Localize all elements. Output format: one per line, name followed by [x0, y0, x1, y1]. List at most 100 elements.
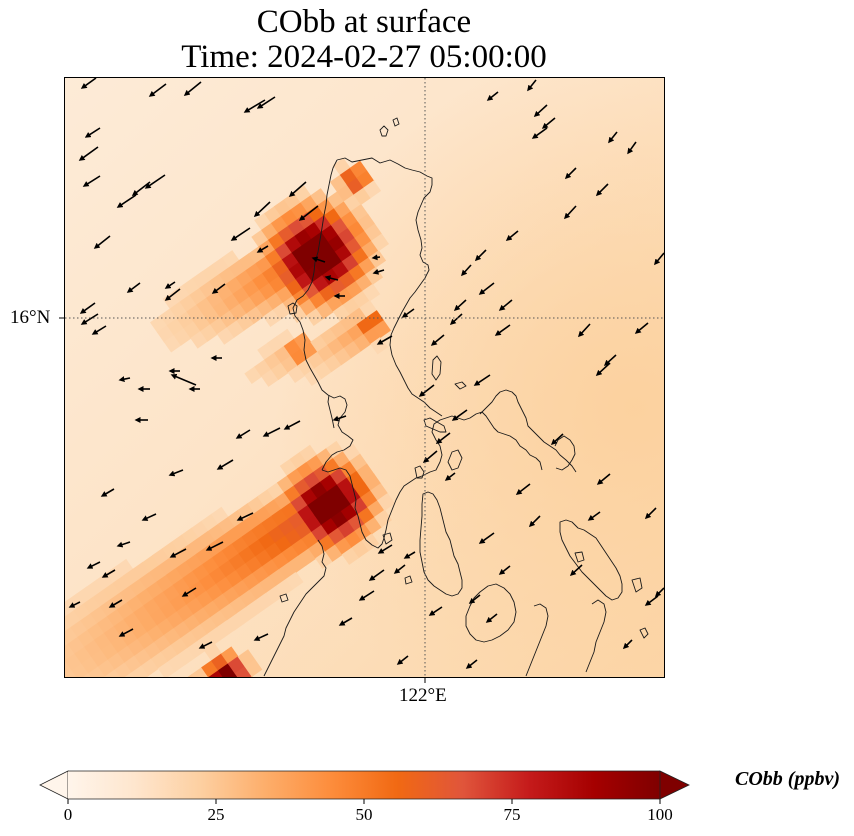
wind-arrow — [622, 639, 633, 650]
coastline-mindoro — [419, 491, 463, 597]
wind-arrow — [168, 469, 184, 477]
coastline-islet-10 — [574, 551, 585, 563]
coastline-southern-luzon — [421, 411, 543, 477]
wind-arrow — [486, 91, 499, 101]
wind-arrow — [216, 459, 234, 470]
coastline-islet-2 — [392, 117, 400, 127]
wind-arrow — [253, 201, 271, 218]
concentration-cell — [371, 233, 390, 252]
wind-arrow — [498, 565, 511, 575]
wind-arrow — [79, 302, 96, 314]
coastlines — [263, 117, 649, 677]
coastline-islet-3 — [431, 355, 442, 381]
concentration-cell — [285, 571, 304, 590]
wind-arrow — [468, 594, 481, 604]
wind-arrow — [164, 281, 176, 289]
coastline-panay — [465, 583, 517, 643]
wind-arrow — [108, 599, 123, 608]
lon-tick-label: 122°E — [399, 685, 447, 706]
coastline-palawan-tip — [263, 539, 327, 677]
chart-title-text: CObb at surface — [256, 4, 472, 40]
wind-arrow — [84, 127, 101, 138]
colorbar-tick-label: 0 — [63, 805, 73, 824]
wind-arrow — [564, 167, 577, 180]
wind-arrow — [338, 617, 353, 626]
wind-arrow — [372, 268, 385, 275]
wind-arrow — [444, 472, 456, 481]
wind-arrow — [80, 313, 99, 325]
chart-subtitle-text: Time: 2024-02-27 05:00:00 — [181, 39, 547, 75]
wind-arrow — [528, 515, 541, 528]
wind-arrow — [644, 595, 659, 606]
wind-arrow — [494, 324, 511, 336]
wind-arrow — [541, 117, 556, 129]
lat-tick-label: 16°N — [10, 307, 51, 328]
wind-arrow — [644, 507, 657, 520]
wind-arrow — [377, 544, 393, 554]
wind-arrow — [563, 205, 577, 220]
wind-arrow — [82, 175, 101, 187]
wind-arrow — [141, 513, 157, 521]
wind-arrow — [531, 127, 548, 139]
wind-arrow — [401, 308, 415, 318]
wind-arrow — [126, 282, 141, 293]
wind-arrow — [100, 488, 115, 497]
wind-arrow — [101, 569, 116, 578]
wind-arrow — [430, 334, 445, 346]
wind-arrow — [498, 299, 513, 311]
colorbar-tick-label: 100 — [647, 805, 673, 824]
colorbar-extend-max — [659, 770, 690, 800]
wind-arrow — [230, 227, 251, 241]
wind-arrow — [654, 587, 664, 598]
coastline-islet-1 — [379, 125, 389, 137]
colorbar-tick-label: 50 — [355, 805, 373, 824]
wind-arrow — [485, 613, 498, 623]
wind-arrow — [170, 373, 197, 386]
wind-arrow — [298, 205, 319, 221]
coastline-luzon-north — [336, 157, 443, 417]
wind-arrow — [368, 569, 385, 581]
wind-arrow — [461, 264, 472, 277]
coastline-islet-7 — [447, 449, 463, 471]
wind-arrow — [253, 633, 269, 641]
colorbar-tick-label: 75 — [503, 805, 521, 824]
wind-arrow — [262, 427, 281, 437]
wind-arrow — [435, 432, 451, 444]
wind-arrow — [654, 252, 664, 266]
wind-arrow — [550, 433, 564, 446]
wind-arrow — [148, 83, 167, 97]
wind-arrow — [422, 450, 438, 463]
wind-arrow — [256, 96, 276, 109]
wind-arrow — [577, 323, 591, 338]
coastline-bicol-east — [554, 435, 576, 471]
wind-vectors — [68, 78, 664, 669]
coastline-islet-8 — [382, 532, 393, 545]
colorbar-label: CObb (ppbv) — [735, 768, 840, 790]
coastline-negros — [525, 603, 549, 677]
wind-arrow — [311, 256, 326, 263]
coastline-islet-14 — [287, 302, 298, 315]
concentration-field — [65, 157, 396, 677]
wind-arrow — [118, 376, 131, 383]
wind-arrow — [358, 590, 375, 601]
wind-arrow — [288, 181, 307, 198]
concentration-cell — [244, 659, 263, 677]
colorbar-ticks — [67, 799, 661, 804]
map-frame — [64, 77, 665, 678]
coastline-islet-9 — [639, 627, 649, 639]
wind-arrow — [164, 288, 181, 301]
wind-arrow — [603, 354, 617, 367]
wind-arrow — [198, 641, 213, 649]
wind-arrow — [595, 183, 609, 197]
wind-arrow — [116, 541, 131, 548]
wind-arrow — [91, 325, 107, 335]
wind-arrow — [465, 659, 478, 669]
wind-arrow — [93, 235, 111, 249]
colorbar-extend-min — [39, 770, 69, 800]
wind-arrow — [451, 409, 468, 421]
wind-arrow — [80, 78, 97, 89]
wind-arrow — [396, 655, 409, 665]
wind-arrow — [505, 230, 519, 241]
